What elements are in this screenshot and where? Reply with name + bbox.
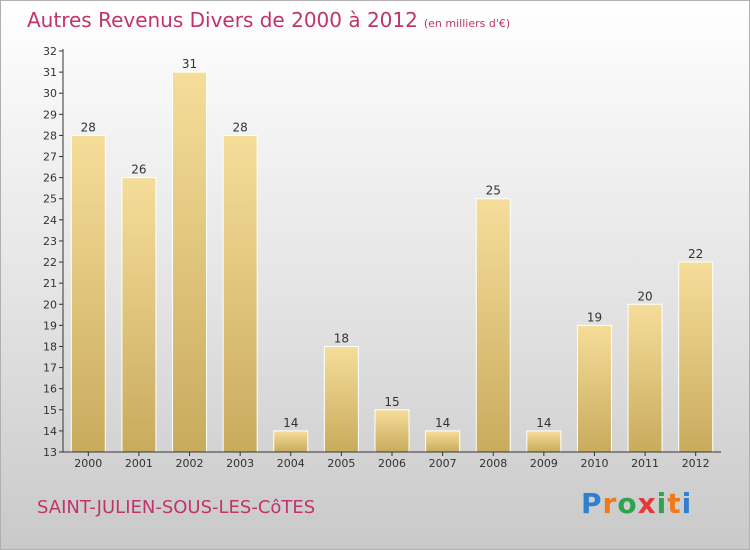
- logo-letter: i: [656, 487, 668, 520]
- y-tick-label: 29: [43, 108, 57, 121]
- y-tick-label: 16: [43, 383, 57, 396]
- bar-2001: [121, 177, 157, 453]
- y-tick-label: 21: [43, 277, 57, 290]
- y-tick-label: 22: [43, 256, 57, 269]
- y-tick-label: 31: [43, 66, 57, 79]
- data-label: 15: [384, 395, 399, 409]
- y-tick-label: 13: [43, 446, 57, 459]
- x-tick-label: 2008: [479, 457, 507, 470]
- logo-letter: P: [581, 487, 603, 520]
- y-tick-label: 28: [43, 129, 57, 142]
- data-label: 14: [536, 416, 551, 430]
- bar-2010: [576, 324, 612, 453]
- bar-2009: [526, 430, 562, 453]
- x-tick-label: 2002: [176, 457, 204, 470]
- data-label: 31: [182, 57, 197, 71]
- y-tick-label: 15: [43, 404, 57, 417]
- data-label: 25: [486, 184, 501, 198]
- data-label: 22: [688, 247, 703, 261]
- bar-2012: [678, 261, 714, 453]
- y-tick-label: 14: [43, 425, 57, 438]
- x-tick-label: 2006: [378, 457, 406, 470]
- y-tick-label: 25: [43, 193, 57, 206]
- bar-2000: [70, 134, 106, 453]
- logo-letter: t: [667, 487, 682, 520]
- x-tick-label: 2003: [226, 457, 254, 470]
- chart-subtitle: (en milliers d'€): [423, 17, 511, 30]
- x-tick-label: 2009: [530, 457, 558, 470]
- data-label: 19: [587, 310, 602, 324]
- bar-2003: [222, 134, 258, 453]
- location-name: SAINT-JULIEN-SOUS-LES-CôTES: [37, 497, 316, 518]
- chart-title: Autres Revenus Divers de 2000 à 2012 (en …: [27, 8, 510, 32]
- y-tick-label: 26: [43, 172, 57, 185]
- y-tick-label: 20: [43, 298, 57, 311]
- bar-2011: [627, 303, 663, 453]
- proxiti-logo: Proxiti: [581, 487, 692, 520]
- y-tick-label: 18: [43, 340, 57, 353]
- x-tick-label: 2011: [631, 457, 659, 470]
- bar-2005: [323, 345, 359, 453]
- x-tick-label: 2010: [580, 457, 608, 470]
- x-tick-label: 2012: [682, 457, 710, 470]
- logo-letter: o: [617, 487, 638, 520]
- data-label: 28: [233, 120, 248, 134]
- y-tick-label: 17: [43, 362, 57, 375]
- data-label: 20: [637, 289, 652, 303]
- y-tick-label: 32: [43, 45, 57, 58]
- y-tick-label: 19: [43, 319, 57, 332]
- x-tick-label: 2007: [429, 457, 457, 470]
- bar-2002: [172, 71, 208, 453]
- axes-group: 13 14 15 16 17 18 19 20 21 22 23 24 25 26 27 28 29 30 31 32…: [43, 45, 721, 470]
- x-tick-label: 2001: [125, 457, 153, 470]
- labels-group: 28 26 31 28 14 18 15 14 25 14 19 20 22: [81, 57, 704, 430]
- bar-2008: [475, 198, 511, 453]
- y-tick-label: 30: [43, 87, 57, 100]
- bar-2007: [425, 430, 461, 453]
- y-tick-label: 24: [43, 214, 57, 227]
- bar-2004: [273, 430, 309, 453]
- y-tick-label: 23: [43, 235, 57, 248]
- data-label: 14: [435, 416, 450, 430]
- data-label: 18: [334, 331, 349, 345]
- x-tick-label: 2005: [327, 457, 355, 470]
- y-tick-label: 27: [43, 151, 57, 164]
- bars-group: [70, 71, 714, 453]
- logo-letter: x: [637, 487, 657, 520]
- logo-letter: r: [602, 487, 618, 520]
- x-tick-label: 2000: [74, 457, 102, 470]
- data-label: 14: [283, 416, 298, 430]
- chart-title-text: Autres Revenus Divers de 2000 à 2012: [27, 8, 418, 32]
- bar-2006: [374, 409, 410, 453]
- data-label: 28: [81, 120, 96, 134]
- logo-letter: i: [681, 487, 693, 520]
- data-label: 26: [131, 163, 146, 177]
- x-tick-label: 2004: [277, 457, 305, 470]
